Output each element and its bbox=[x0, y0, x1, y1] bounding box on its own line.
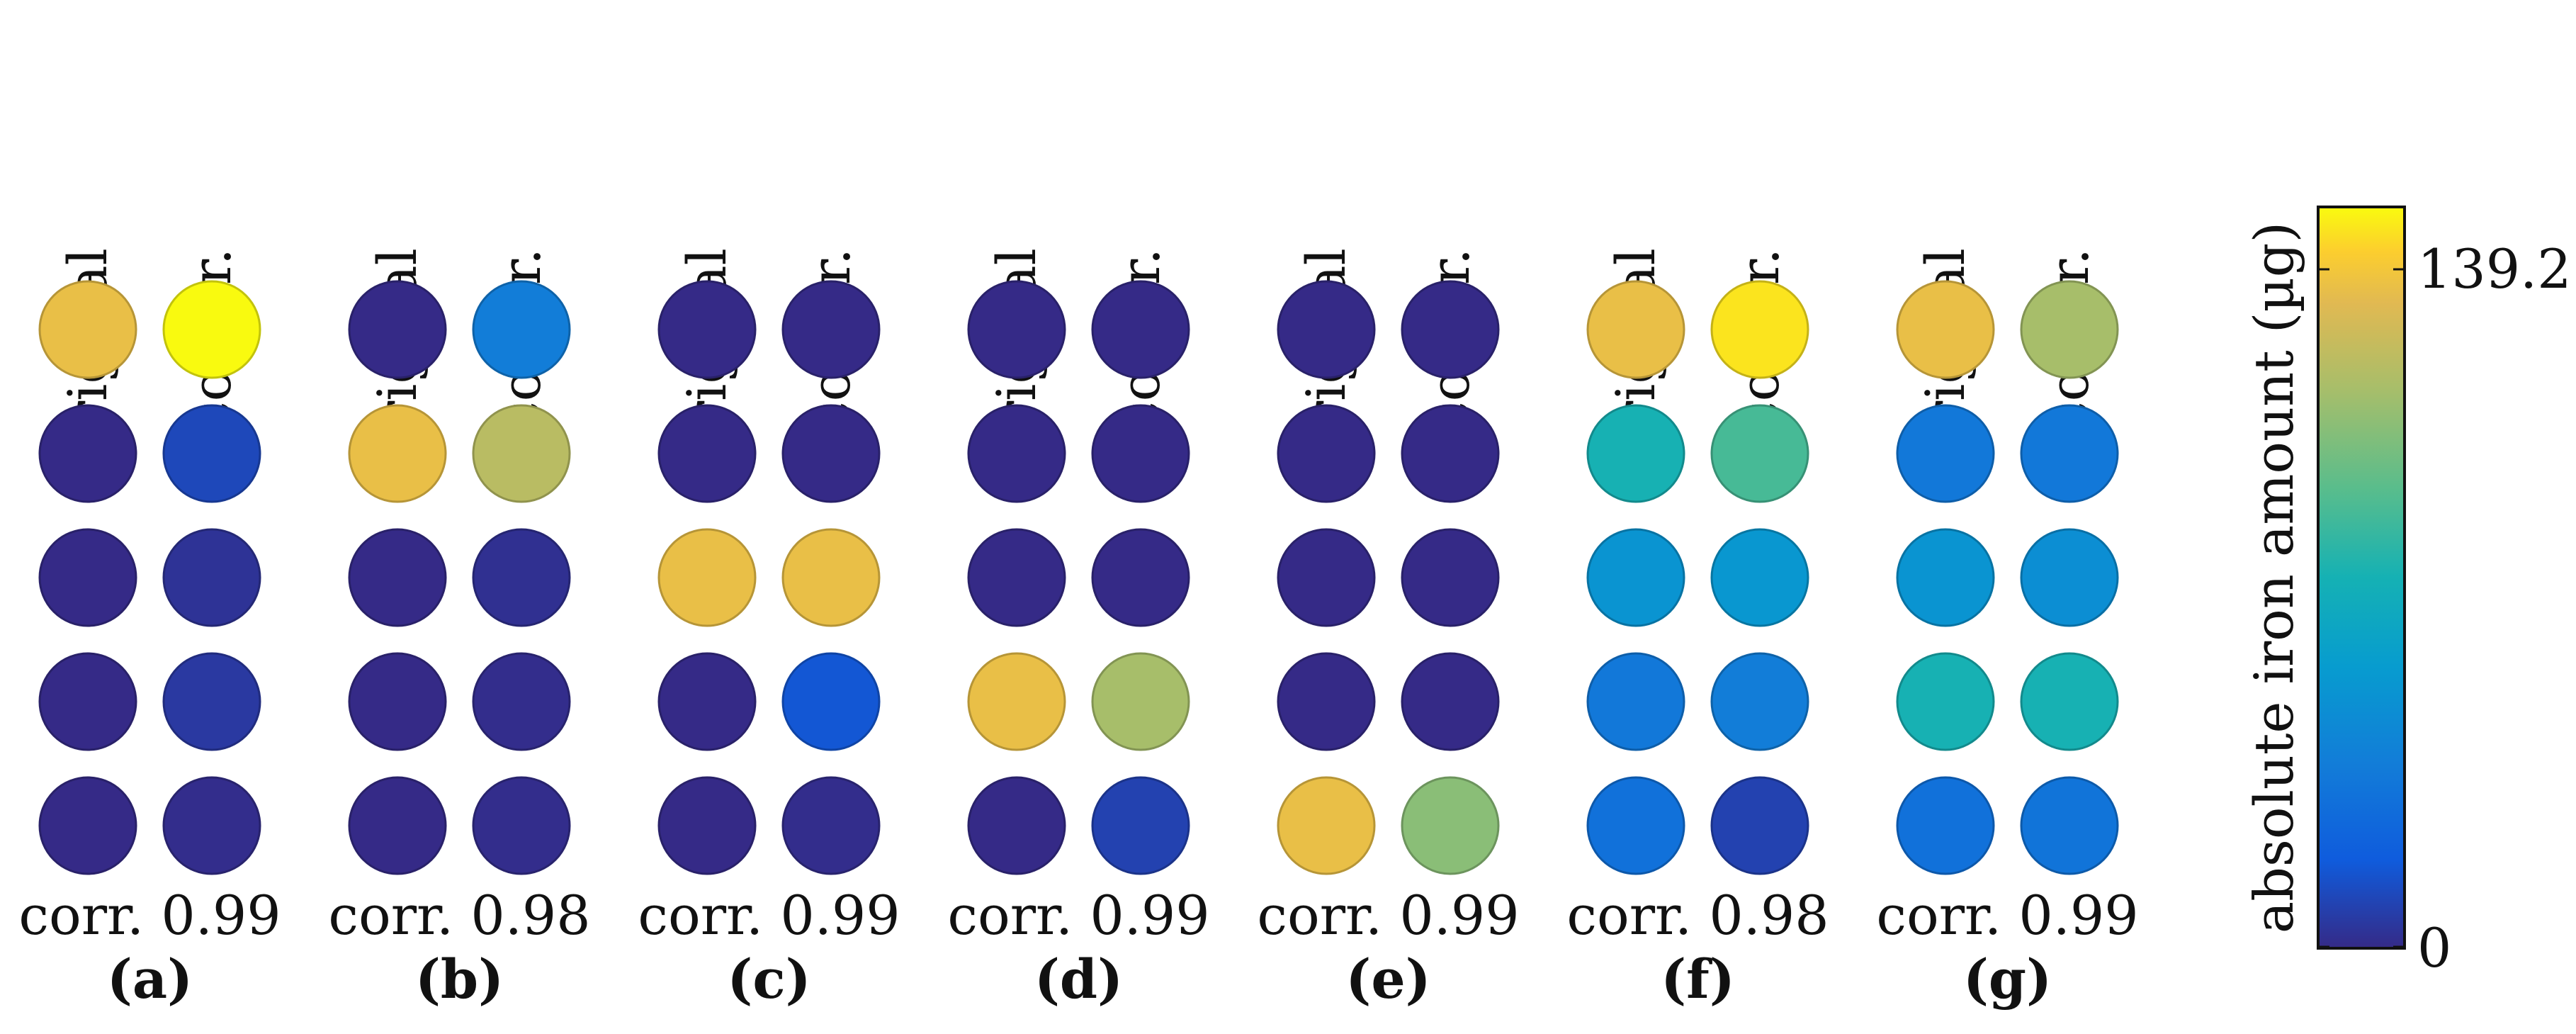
panel-label: (d) bbox=[1034, 948, 1123, 1011]
cell-reconstr-row-1 bbox=[2020, 280, 2119, 379]
cell-original-row-1 bbox=[967, 280, 1066, 379]
cell-reconstr-row-3 bbox=[1091, 528, 1190, 627]
cell-original-row-1 bbox=[657, 280, 757, 379]
corr-label: corr. 0.99 bbox=[947, 884, 1209, 947]
cell-original-row-5 bbox=[1896, 776, 1995, 875]
cell-original-row-3 bbox=[348, 528, 447, 627]
panel-d: originalreconstr.corr. 0.99(d) bbox=[947, 248, 1209, 1011]
panel-g: originalreconstr.corr. 0.99(g) bbox=[1876, 248, 2138, 1011]
cell-original-row-2 bbox=[967, 404, 1066, 503]
cell-reconstr-row-4 bbox=[1401, 652, 1500, 751]
cell-original-row-3 bbox=[1586, 528, 1685, 627]
cell-original-row-4 bbox=[1896, 652, 1995, 751]
cell-original-row-2 bbox=[38, 404, 137, 503]
cell-reconstr-row-5 bbox=[2020, 776, 2119, 875]
cell-original-row-4 bbox=[1277, 652, 1376, 751]
cell-reconstr-row-3 bbox=[1401, 528, 1500, 627]
cell-reconstr-row-5 bbox=[781, 776, 881, 875]
cell-original-row-5 bbox=[657, 776, 757, 875]
cell-reconstr-row-5 bbox=[1401, 776, 1500, 875]
panel-label: (e) bbox=[1345, 948, 1430, 1011]
colorbar: 139.2 0 absolute iron amount (µg) bbox=[2242, 206, 2572, 979]
corr-label: corr. 0.99 bbox=[638, 884, 900, 947]
panel-label: (a) bbox=[107, 948, 193, 1011]
cell-reconstr-row-1 bbox=[781, 280, 881, 379]
cell-original-row-4 bbox=[38, 652, 137, 751]
corr-label: corr. 0.98 bbox=[328, 884, 590, 947]
panel-e: originalreconstr.corr. 0.99(e) bbox=[1257, 248, 1519, 1011]
cell-original-row-5 bbox=[1586, 776, 1685, 875]
cell-reconstr-row-2 bbox=[472, 404, 571, 503]
panel-label: (g) bbox=[1963, 948, 2052, 1011]
cell-reconstr-row-1 bbox=[162, 280, 261, 379]
cell-reconstr-row-4 bbox=[472, 652, 571, 751]
cell-original-row-5 bbox=[348, 776, 447, 875]
cell-original-row-3 bbox=[657, 528, 757, 627]
panel-c: originalreconstr.corr. 0.99(c) bbox=[638, 248, 900, 1011]
cell-reconstr-row-3 bbox=[1710, 528, 1809, 627]
panel-label: (f) bbox=[1661, 948, 1735, 1011]
cell-reconstr-row-2 bbox=[1091, 404, 1190, 503]
cell-reconstr-row-5 bbox=[162, 776, 261, 875]
cell-reconstr-row-1 bbox=[1710, 280, 1809, 379]
cell-original-row-2 bbox=[1277, 404, 1376, 503]
panel-b: originalreconstr.corr. 0.98(b) bbox=[328, 248, 590, 1011]
corr-label: corr. 0.99 bbox=[18, 884, 281, 947]
cell-original-row-5 bbox=[967, 776, 1066, 875]
cell-reconstr-row-3 bbox=[2020, 528, 2119, 627]
panel-a: originalreconstr.corr. 0.99(a) bbox=[18, 248, 281, 1011]
cell-reconstr-row-3 bbox=[162, 528, 261, 627]
cell-original-row-1 bbox=[348, 280, 447, 379]
cell-reconstr-row-4 bbox=[162, 652, 261, 751]
cell-original-row-1 bbox=[1586, 280, 1685, 379]
colorbar-bar bbox=[2317, 206, 2406, 950]
cell-original-row-1 bbox=[1896, 280, 1995, 379]
cell-original-row-3 bbox=[967, 528, 1066, 627]
cell-original-row-3 bbox=[1277, 528, 1376, 627]
corr-label: corr. 0.98 bbox=[1566, 884, 1829, 947]
cell-original-row-2 bbox=[657, 404, 757, 503]
cell-original-row-3 bbox=[1896, 528, 1995, 627]
cell-reconstr-row-2 bbox=[2020, 404, 2119, 503]
cell-original-row-5 bbox=[38, 776, 137, 875]
cell-original-row-1 bbox=[1277, 280, 1376, 379]
cell-reconstr-row-4 bbox=[781, 652, 881, 751]
cell-original-row-2 bbox=[1896, 404, 1995, 503]
corr-label: corr. 0.99 bbox=[1876, 884, 2138, 947]
cell-reconstr-row-2 bbox=[162, 404, 261, 503]
cell-original-row-4 bbox=[657, 652, 757, 751]
cell-original-row-5 bbox=[1277, 776, 1376, 875]
corr-label: corr. 0.99 bbox=[1257, 884, 1519, 947]
cell-reconstr-row-4 bbox=[1091, 652, 1190, 751]
colorbar-tick-label-max: 139.2 bbox=[2417, 237, 2572, 300]
panel-label: (c) bbox=[727, 948, 810, 1011]
cell-reconstr-row-1 bbox=[1091, 280, 1190, 379]
cell-original-row-4 bbox=[348, 652, 447, 751]
cell-reconstr-row-4 bbox=[2020, 652, 2119, 751]
cell-reconstr-row-3 bbox=[472, 528, 571, 627]
panels-group: originalreconstr.corr. 0.99(a)originalre… bbox=[18, 248, 2138, 1011]
cell-reconstr-row-2 bbox=[1401, 404, 1500, 503]
colorbar-tick-label-min: 0 bbox=[2417, 916, 2451, 979]
cell-original-row-4 bbox=[1586, 652, 1685, 751]
cell-reconstr-row-5 bbox=[1091, 776, 1190, 875]
cell-reconstr-row-5 bbox=[1710, 776, 1809, 875]
cell-reconstr-row-2 bbox=[1710, 404, 1809, 503]
panel-label: (b) bbox=[415, 948, 504, 1011]
cell-reconstr-row-1 bbox=[472, 280, 571, 379]
cell-reconstr-row-5 bbox=[472, 776, 571, 875]
cell-reconstr-row-1 bbox=[1401, 280, 1500, 379]
cell-original-row-3 bbox=[38, 528, 137, 627]
cell-original-row-1 bbox=[38, 280, 137, 379]
cell-reconstr-row-3 bbox=[781, 528, 881, 627]
colorbar-title: absolute iron amount (µg) bbox=[2242, 222, 2305, 933]
cell-original-row-4 bbox=[967, 652, 1066, 751]
cell-reconstr-row-4 bbox=[1710, 652, 1809, 751]
cell-original-row-2 bbox=[1586, 404, 1685, 503]
cell-original-row-2 bbox=[348, 404, 447, 503]
panel-f: originalreconstr.corr. 0.98(f) bbox=[1566, 248, 1829, 1011]
cell-reconstr-row-2 bbox=[781, 404, 881, 503]
